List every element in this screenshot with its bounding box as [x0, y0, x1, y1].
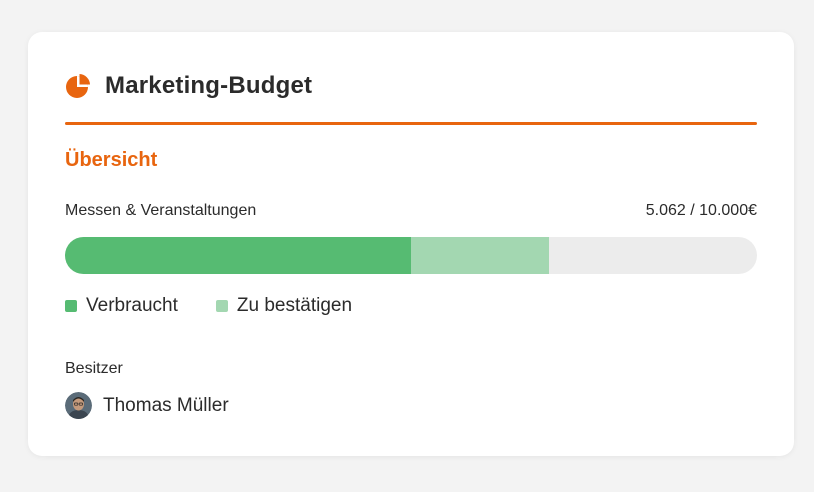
legend-label-pending: Zu bestätigen [236, 295, 353, 316]
owner-row[interactable]: Thomas Müller [65, 392, 229, 419]
progress-segment-pending [411, 237, 550, 274]
progress-legend: Verbraucht Zu bestätigen [65, 295, 390, 317]
owner-name[interactable]: Thomas Müller [103, 394, 229, 416]
legend-swatch-spent [65, 300, 77, 312]
legend-item-pending: Zu bestätigen [215, 295, 353, 317]
section-title-overview: Übersicht [65, 149, 158, 171]
header-divider [65, 122, 757, 125]
pie-chart-icon [66, 74, 90, 98]
avatar[interactable] [65, 392, 92, 419]
legend-item-spent: Verbraucht [65, 295, 178, 317]
budget-progress-bar [65, 237, 757, 274]
budget-category-label: Messen & Veranstaltungen [65, 202, 257, 219]
owner-label: Besitzer [65, 360, 123, 377]
legend-swatch-pending [215, 300, 228, 312]
card-title: Marketing-Budget [105, 72, 313, 99]
budget-card: Marketing-Budget Übersicht Messen & Vera… [28, 32, 794, 456]
legend-label-spent: Verbraucht [86, 295, 178, 316]
budget-amount: 5.062 / 10.000€ [645, 202, 757, 219]
card-header: Marketing-Budget [65, 72, 312, 100]
progress-segment-spent [65, 237, 411, 274]
